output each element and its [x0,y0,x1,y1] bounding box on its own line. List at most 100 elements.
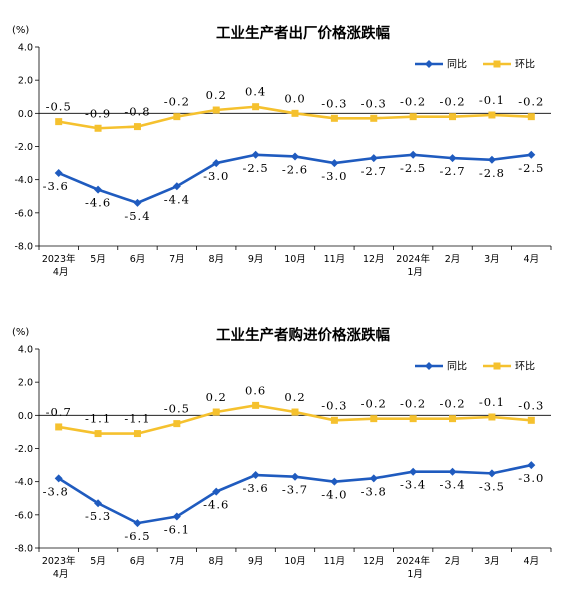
x-tick-label: 2023年 [42,555,76,567]
data-point-mom [252,401,260,409]
legend-label: 环比 [515,59,535,71]
data-label: -3.5 [479,479,505,493]
x-tick-label: 3月 [484,556,500,567]
x-tick-label: 6月 [130,254,146,265]
x-tick-label: 2月 [445,556,461,567]
data-label: -0.3 [361,96,387,110]
chart-title: 工业生产者出厂价格涨跌幅 [216,24,390,42]
data-point-yoy [527,461,536,470]
data-label: -2.8 [479,166,505,180]
x-tick-label: 5月 [90,254,106,265]
data-point-mom [409,415,417,423]
legend-label: 同比 [447,361,467,373]
data-point-yoy [291,152,299,161]
x-tick-label: 10月 [284,556,306,567]
data-point-mom [212,106,220,114]
data-label: 0.4 [245,85,266,99]
data-label: 0.6 [245,383,266,397]
legend-marker [493,60,501,68]
data-label: -3.6 [243,481,269,495]
data-point-yoy [409,467,418,476]
data-label: -0.5 [164,402,190,416]
x-tick-label: 9月 [248,556,264,567]
y-tick-label: -4.0 [14,175,33,186]
data-point-mom [252,103,260,111]
data-point-yoy [172,512,181,521]
x-tick-label: 2023年 [42,253,76,265]
data-point-mom [330,114,338,122]
data-label: -0.1 [479,395,505,409]
legend-label: 环比 [515,361,535,373]
x-tick-label: 11月 [324,556,346,567]
data-label: -0.2 [439,397,465,411]
data-label: -0.3 [518,398,544,412]
x-tick-label: 8月 [208,254,224,265]
data-label: -5.3 [85,509,111,523]
y-tick-label: -2.0 [14,142,33,153]
data-point-yoy [251,150,260,159]
data-label: -3.0 [321,169,347,183]
x-tick-label: 3月 [484,254,500,265]
data-point-mom [370,415,378,423]
x-tick-label: 10月 [284,254,306,265]
y-tick-label: 2.0 [18,76,33,87]
chart-title: 工业生产者购进价格涨跌幅 [216,326,390,344]
data-point-yoy [291,472,299,481]
data-point-yoy [54,474,63,483]
data-label: -0.2 [164,95,190,109]
data-point-yoy [369,474,378,483]
data-label: 0.2 [284,390,305,404]
y-tick-label: 0.0 [18,411,33,422]
data-label: -3.0 [203,169,229,183]
x-tick-label: 11月 [324,254,346,265]
chart-ppi-input: 工业生产者购进价格涨跌幅 (%) 4.0 2.0 0.0 -2.0 -4.0 -6.0 -8.0… [0,302,569,604]
data-label: -4.6 [203,498,229,512]
y-tick-label: 2.0 [18,378,33,389]
data-point-yoy [330,159,339,168]
y-tick-label: 4.0 [18,43,33,54]
data-label: 0.2 [206,390,227,404]
data-point-yoy [448,154,457,163]
data-point-yoy [527,150,536,159]
data-point-yoy [251,471,260,480]
data-point-mom [55,423,63,431]
data-point-mom [291,109,299,117]
data-point-yoy [487,469,496,478]
data-label: -1.1 [124,412,150,426]
x-tick-label: 6月 [130,556,146,567]
data-label: 0.0 [284,91,305,105]
x-tick-label: 7月 [169,254,185,265]
data-label: -0.2 [361,397,387,411]
x-tick-label: 4月 [53,267,69,278]
y-tick-label: -8.0 [14,544,33,555]
data-label: -2.5 [518,161,544,175]
y-tick-label: -8.0 [14,242,33,253]
x-tick-label: 1月 [407,569,423,580]
data-point-mom [94,430,102,438]
x-tick-label: 8月 [208,556,224,567]
x-tick-label: 4月 [53,569,69,580]
data-label: -0.2 [400,397,426,411]
data-point-mom [527,416,535,424]
data-point-yoy [54,169,63,178]
data-label: -0.2 [439,95,465,109]
data-point-mom [370,114,378,122]
data-label: -2.5 [400,161,426,175]
data-label: -0.5 [46,100,72,114]
x-tick-label: 12月 [363,556,385,567]
data-point-yoy [369,154,378,163]
data-label: -3.7 [282,483,308,497]
data-label: -4.6 [85,196,111,210]
data-label: -0.9 [85,106,111,120]
data-label: -6.5 [124,529,150,543]
data-point-mom [330,416,338,424]
x-tick-label: 9月 [248,254,264,265]
data-label: -3.6 [43,179,69,193]
data-label: -0.1 [479,93,505,107]
data-point-yoy [94,185,103,194]
data-label: -1.1 [85,412,111,426]
data-label: -3.0 [518,471,544,485]
data-point-mom [55,118,63,126]
data-point-mom [212,408,220,416]
data-point-yoy [330,477,339,486]
